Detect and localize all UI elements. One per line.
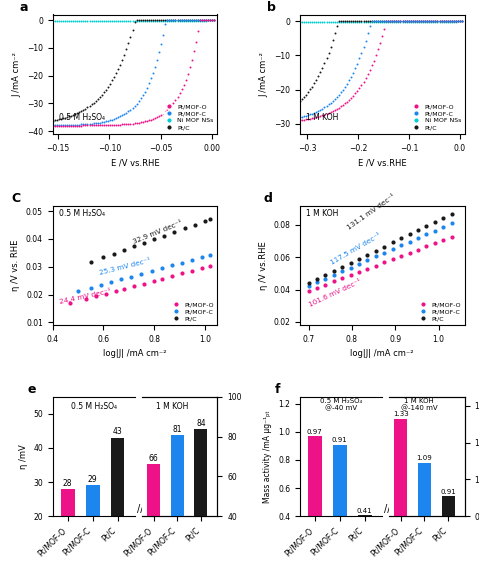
Text: //: //: [137, 504, 143, 514]
Text: 0.97: 0.97: [307, 429, 323, 435]
Bar: [86, 485, 100, 580]
Text: 0.41: 0.41: [357, 508, 373, 514]
Text: d: d: [263, 192, 273, 205]
Text: 81: 81: [172, 425, 182, 434]
Bar: [111, 438, 125, 580]
Text: b: b: [267, 1, 276, 14]
Y-axis label: Mass activity /mA μg⁻¹ₚₜ: Mass activity /mA μg⁻¹ₚₜ: [263, 410, 273, 503]
Text: 1 M KOH
@-140 mV: 1 M KOH @-140 mV: [401, 398, 437, 412]
Text: 43: 43: [113, 427, 123, 436]
Text: 28: 28: [63, 478, 72, 488]
Bar: [171, 434, 184, 580]
Bar: [394, 419, 407, 580]
Text: 0.5 M H₂SO₄: 0.5 M H₂SO₄: [71, 401, 117, 411]
Text: 0.5 M H₂SO₄: 0.5 M H₂SO₄: [59, 209, 105, 218]
Text: 1.09: 1.09: [416, 455, 432, 462]
Bar: [418, 463, 431, 580]
Bar: [358, 515, 372, 572]
Text: e: e: [28, 383, 36, 396]
Y-axis label: J /mA cm⁻²: J /mA cm⁻²: [12, 52, 21, 97]
Bar: [308, 436, 322, 572]
Text: 131.1 mV dec⁻¹: 131.1 mV dec⁻¹: [346, 193, 396, 230]
Text: 101.6 mV dec⁻¹: 101.6 mV dec⁻¹: [308, 278, 363, 308]
Text: 25.3 mV dec⁻¹: 25.3 mV dec⁻¹: [99, 258, 151, 276]
Bar: [333, 444, 347, 572]
X-axis label: E /V vs.RHE: E /V vs.RHE: [358, 158, 407, 167]
Text: //: //: [384, 504, 390, 514]
Text: 29: 29: [88, 475, 97, 484]
Y-axis label: η /mV: η /mV: [19, 444, 28, 469]
Legend: Pt/MOF-O, Pt/MOF-C, Ni MOF NSs, Pt/C: Pt/MOF-O, Pt/MOF-C, Ni MOF NSs, Pt/C: [162, 103, 214, 131]
Text: 0.91: 0.91: [440, 488, 456, 495]
X-axis label: log|J| /mA cm⁻²: log|J| /mA cm⁻²: [351, 349, 414, 358]
Text: 1 M KOH: 1 M KOH: [156, 401, 188, 411]
Text: C: C: [11, 192, 21, 205]
Text: 66: 66: [148, 455, 159, 463]
Y-axis label: J /mA cm⁻²: J /mA cm⁻²: [260, 52, 268, 97]
Legend: Pt/MOF-O, Pt/MOF-C, Pt/C: Pt/MOF-O, Pt/MOF-C, Pt/C: [416, 302, 461, 322]
X-axis label: log|J| /mA cm⁻²: log|J| /mA cm⁻²: [103, 349, 167, 358]
Bar: [147, 465, 160, 580]
Text: 0.5 M H₂SO₄: 0.5 M H₂SO₄: [59, 113, 105, 122]
Text: 1.33: 1.33: [393, 411, 409, 418]
Text: 1 M KOH: 1 M KOH: [307, 209, 339, 218]
Text: 117.5 mV dec⁻¹: 117.5 mV dec⁻¹: [330, 233, 382, 266]
Text: a: a: [20, 1, 28, 14]
Text: 24.4 mV dec⁻¹: 24.4 mV dec⁻¹: [59, 288, 112, 304]
Bar: [194, 429, 207, 580]
X-axis label: E /V vs.RHE: E /V vs.RHE: [111, 158, 160, 167]
Text: 0.5 M H₂SO₄
@-40 mV: 0.5 M H₂SO₄ @-40 mV: [320, 398, 362, 412]
Text: 32.9 mV dec⁻¹: 32.9 mV dec⁻¹: [132, 220, 182, 245]
Text: 0.91: 0.91: [332, 437, 348, 443]
Text: f: f: [275, 383, 281, 396]
Text: 1 M KOH: 1 M KOH: [307, 113, 339, 122]
Legend: Pt/MOF-O, Pt/MOF-C, Pt/C: Pt/MOF-O, Pt/MOF-C, Pt/C: [169, 302, 214, 322]
Text: 84: 84: [196, 419, 205, 427]
Legend: Pt/MOF-O, Pt/MOF-C, Ni MOF NSs, Pt/C: Pt/MOF-O, Pt/MOF-C, Ni MOF NSs, Pt/C: [410, 103, 461, 131]
Y-axis label: η /V vs.RHE: η /V vs.RHE: [259, 241, 268, 290]
Bar: [442, 496, 455, 580]
Bar: [61, 489, 75, 580]
Y-axis label: η /V vs. RHE: η /V vs. RHE: [11, 240, 21, 291]
